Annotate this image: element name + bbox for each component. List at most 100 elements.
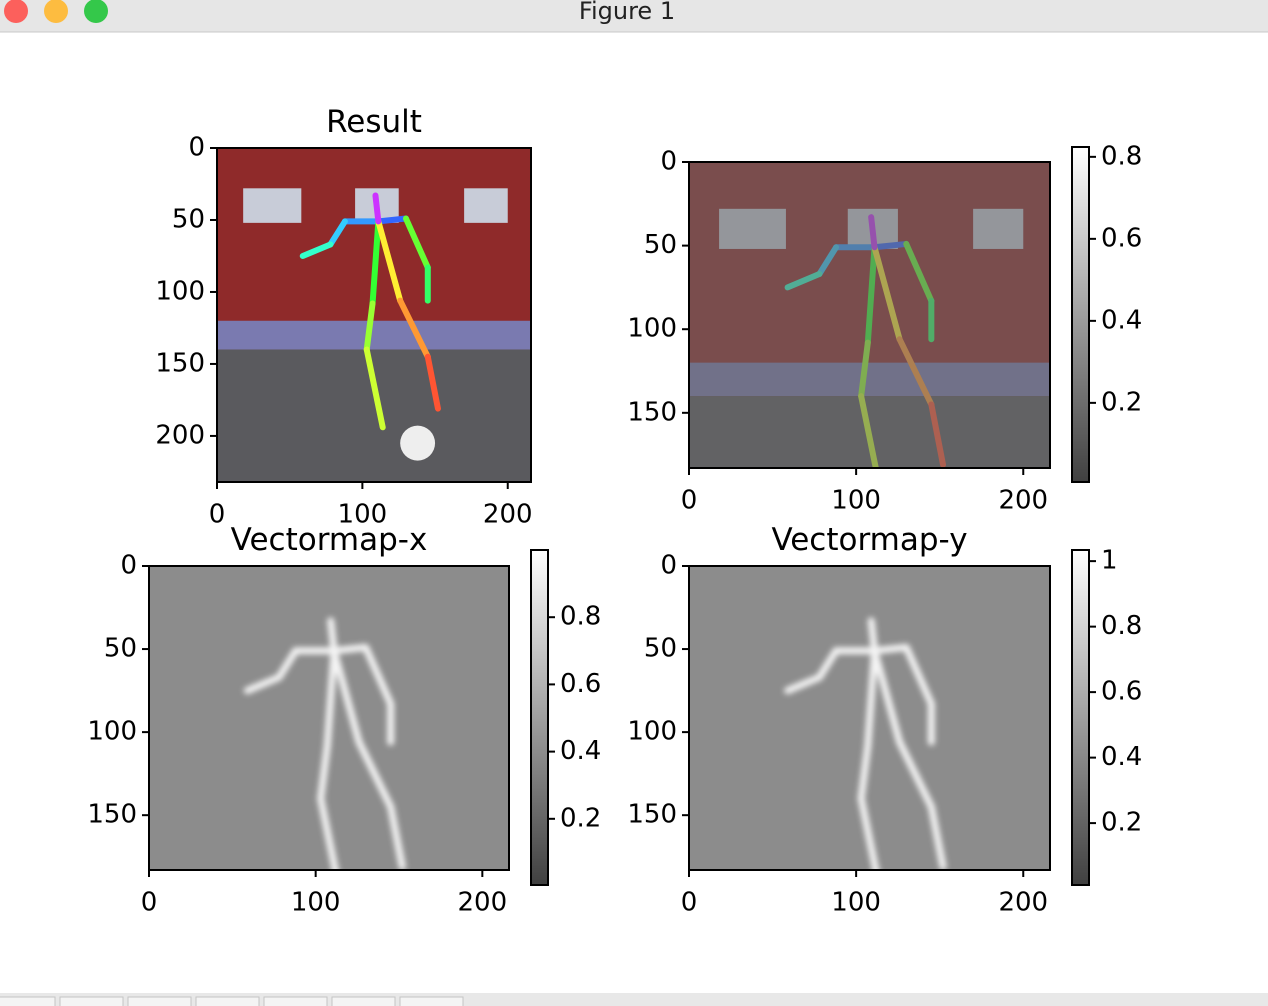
toolbar-button[interactable] bbox=[399, 996, 464, 1006]
y-tick-label: 150 bbox=[155, 348, 205, 378]
colorbar-tick-label: 0.8 bbox=[1101, 611, 1142, 641]
image bbox=[689, 162, 1050, 525]
vector-limb bbox=[275, 647, 300, 681]
skeleton-limb bbox=[363, 300, 376, 353]
vector-limb bbox=[857, 795, 880, 870]
image bbox=[149, 566, 509, 870]
vector-field bbox=[784, 617, 947, 870]
y-tick-label: 100 bbox=[87, 717, 137, 747]
vector-limb bbox=[784, 673, 823, 695]
x-tick-label: 0 bbox=[141, 888, 158, 918]
colorbar-tick-label: 0.2 bbox=[1101, 387, 1142, 417]
vector-limb bbox=[330, 647, 363, 746]
vector-limb bbox=[871, 647, 904, 746]
y-tick-label: 100 bbox=[627, 314, 677, 344]
zoom-button[interactable] bbox=[84, 0, 108, 23]
skeleton-limb bbox=[402, 215, 431, 271]
vector-limb bbox=[896, 738, 935, 811]
minimize-button[interactable] bbox=[44, 0, 68, 23]
colorbar-tick-label: 0.8 bbox=[1101, 141, 1142, 171]
title-bar bbox=[0, 0, 1268, 32]
x-tick-label: 200 bbox=[483, 500, 533, 530]
subplot-title: Vectormap-x bbox=[231, 522, 428, 558]
toolbar-buttons bbox=[0, 996, 464, 1006]
vector-limb bbox=[317, 795, 339, 870]
vector-limb bbox=[355, 738, 395, 811]
y-tick-label: 200 bbox=[155, 420, 205, 450]
image-banner bbox=[217, 320, 531, 350]
y-tick-label: 50 bbox=[104, 634, 137, 664]
axes-frame bbox=[216, 147, 532, 483]
skeleton-limb bbox=[372, 192, 382, 225]
y-tick-label: 0 bbox=[660, 147, 677, 177]
colorbar bbox=[530, 549, 549, 886]
y-tick-label: 150 bbox=[627, 397, 677, 427]
colorbar-tick-label: 0.2 bbox=[560, 803, 601, 833]
x-tick-label: 0 bbox=[681, 486, 698, 516]
colorbar bbox=[1071, 146, 1090, 483]
vector-limb bbox=[317, 741, 331, 803]
vector-limb bbox=[327, 617, 338, 655]
skeleton-limb bbox=[363, 346, 386, 431]
toolbar-button[interactable] bbox=[331, 996, 396, 1006]
image-sign bbox=[464, 188, 508, 223]
image-ball bbox=[400, 425, 436, 461]
toolbar-button[interactable] bbox=[195, 996, 260, 1006]
vector-limb bbox=[902, 643, 935, 708]
skeleton-limb bbox=[375, 218, 404, 304]
colorbar-tick-label: 0.6 bbox=[1101, 223, 1142, 253]
vector-field bbox=[243, 617, 406, 870]
colorbar-tick-label: 1 bbox=[1101, 546, 1118, 576]
vector-limb bbox=[857, 741, 872, 803]
y-tick-label: 50 bbox=[644, 230, 677, 260]
toolbar-button[interactable] bbox=[59, 996, 124, 1006]
colorbar-tick-label: 0.4 bbox=[560, 736, 601, 766]
colorbar-tick-label: 0.4 bbox=[1101, 305, 1142, 335]
vector-limb bbox=[815, 647, 840, 681]
subplot: Vectormap-y 0 100 200 0 50 100 150 0.2 0.4 0.6 0.8 1 bbox=[627, 522, 1142, 918]
skeleton-limb bbox=[375, 215, 409, 225]
colorbar-tick-label: 0.8 bbox=[560, 602, 601, 632]
vector-limb bbox=[323, 647, 338, 749]
window-title: Figure 1 bbox=[579, 0, 675, 25]
toolbar-button[interactable] bbox=[263, 996, 328, 1006]
axes-frame bbox=[688, 161, 1051, 469]
x-tick-label: 200 bbox=[998, 888, 1048, 918]
y-tick-label: 100 bbox=[155, 276, 205, 306]
colorbar bbox=[1071, 549, 1090, 886]
image bbox=[689, 566, 1050, 870]
y-tick-label: 0 bbox=[660, 551, 677, 581]
x-tick-label: 0 bbox=[209, 500, 226, 530]
vector-limb bbox=[864, 647, 879, 749]
colorbar-tick-label: 0.6 bbox=[1101, 677, 1142, 707]
subplot-title: Vectormap-y bbox=[771, 522, 967, 558]
colorbar-tick-label: 0.6 bbox=[560, 669, 601, 699]
axes-frame bbox=[148, 565, 510, 871]
skeleton-limb bbox=[299, 241, 334, 259]
subplot: Result 0 100 200 0 50 100 150 200 bbox=[155, 104, 532, 530]
skeleton-limb bbox=[369, 218, 382, 307]
skeleton-limb bbox=[327, 218, 348, 248]
colorbar-tick-label: 0.4 bbox=[1101, 742, 1142, 772]
image-ground bbox=[217, 349, 531, 482]
vector-limb bbox=[243, 673, 283, 695]
x-tick-label: 100 bbox=[338, 500, 388, 530]
subplot: 0 100 200 0 50 100 150 0.2 0.4 0.6 0.8 bbox=[627, 141, 1142, 525]
y-tick-label: 100 bbox=[627, 717, 677, 747]
image-dim bbox=[689, 162, 1050, 468]
subplot: Vectormap-x 0 100 200 0 50 100 150 0.2 0.4 0.6 0.8 bbox=[87, 522, 601, 918]
subplot-title: Result bbox=[326, 104, 422, 140]
x-tick-label: 200 bbox=[998, 486, 1048, 516]
y-tick-label: 50 bbox=[172, 204, 205, 234]
image-sign bbox=[243, 188, 302, 223]
x-tick-label: 100 bbox=[831, 888, 881, 918]
vector-limb bbox=[871, 643, 910, 655]
toolbar-button[interactable] bbox=[127, 996, 192, 1006]
toolbar-button[interactable] bbox=[0, 996, 56, 1006]
image-ball bbox=[900, 485, 940, 525]
vector-limb bbox=[927, 803, 947, 870]
skeleton-limb bbox=[397, 297, 431, 360]
close-button[interactable] bbox=[4, 0, 28, 23]
